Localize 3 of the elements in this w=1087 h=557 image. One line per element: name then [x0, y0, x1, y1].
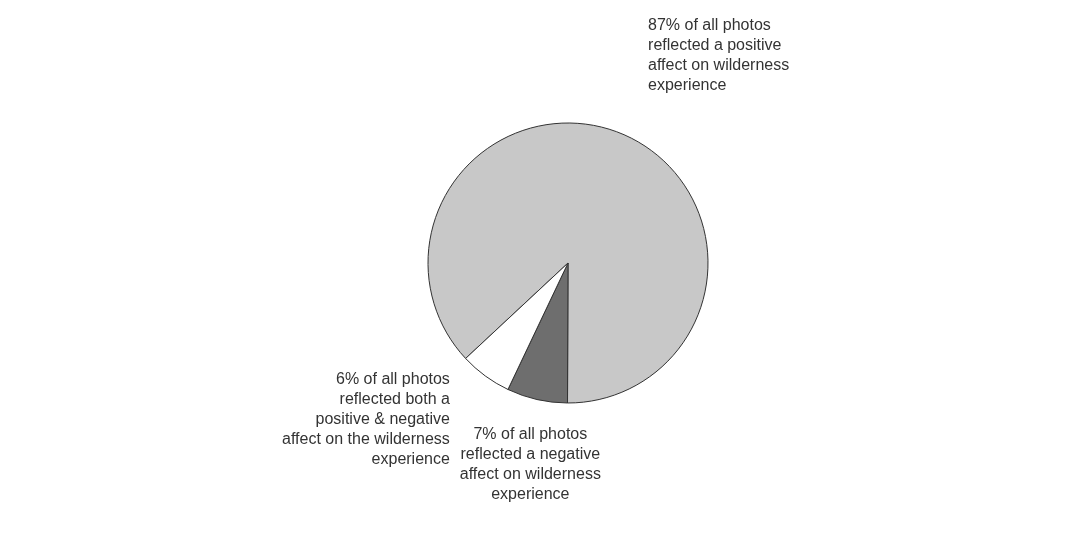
slice-label: 7% of all photos reflected a negative affect on wilderness experience — [459, 424, 601, 502]
slice-label: 87% of all photos reflected a positive affect on wilderness experience — [648, 16, 790, 93]
slice-label: 6% of all photos reflected both a positive & negative affect on the wilderness experience — [282, 370, 450, 468]
